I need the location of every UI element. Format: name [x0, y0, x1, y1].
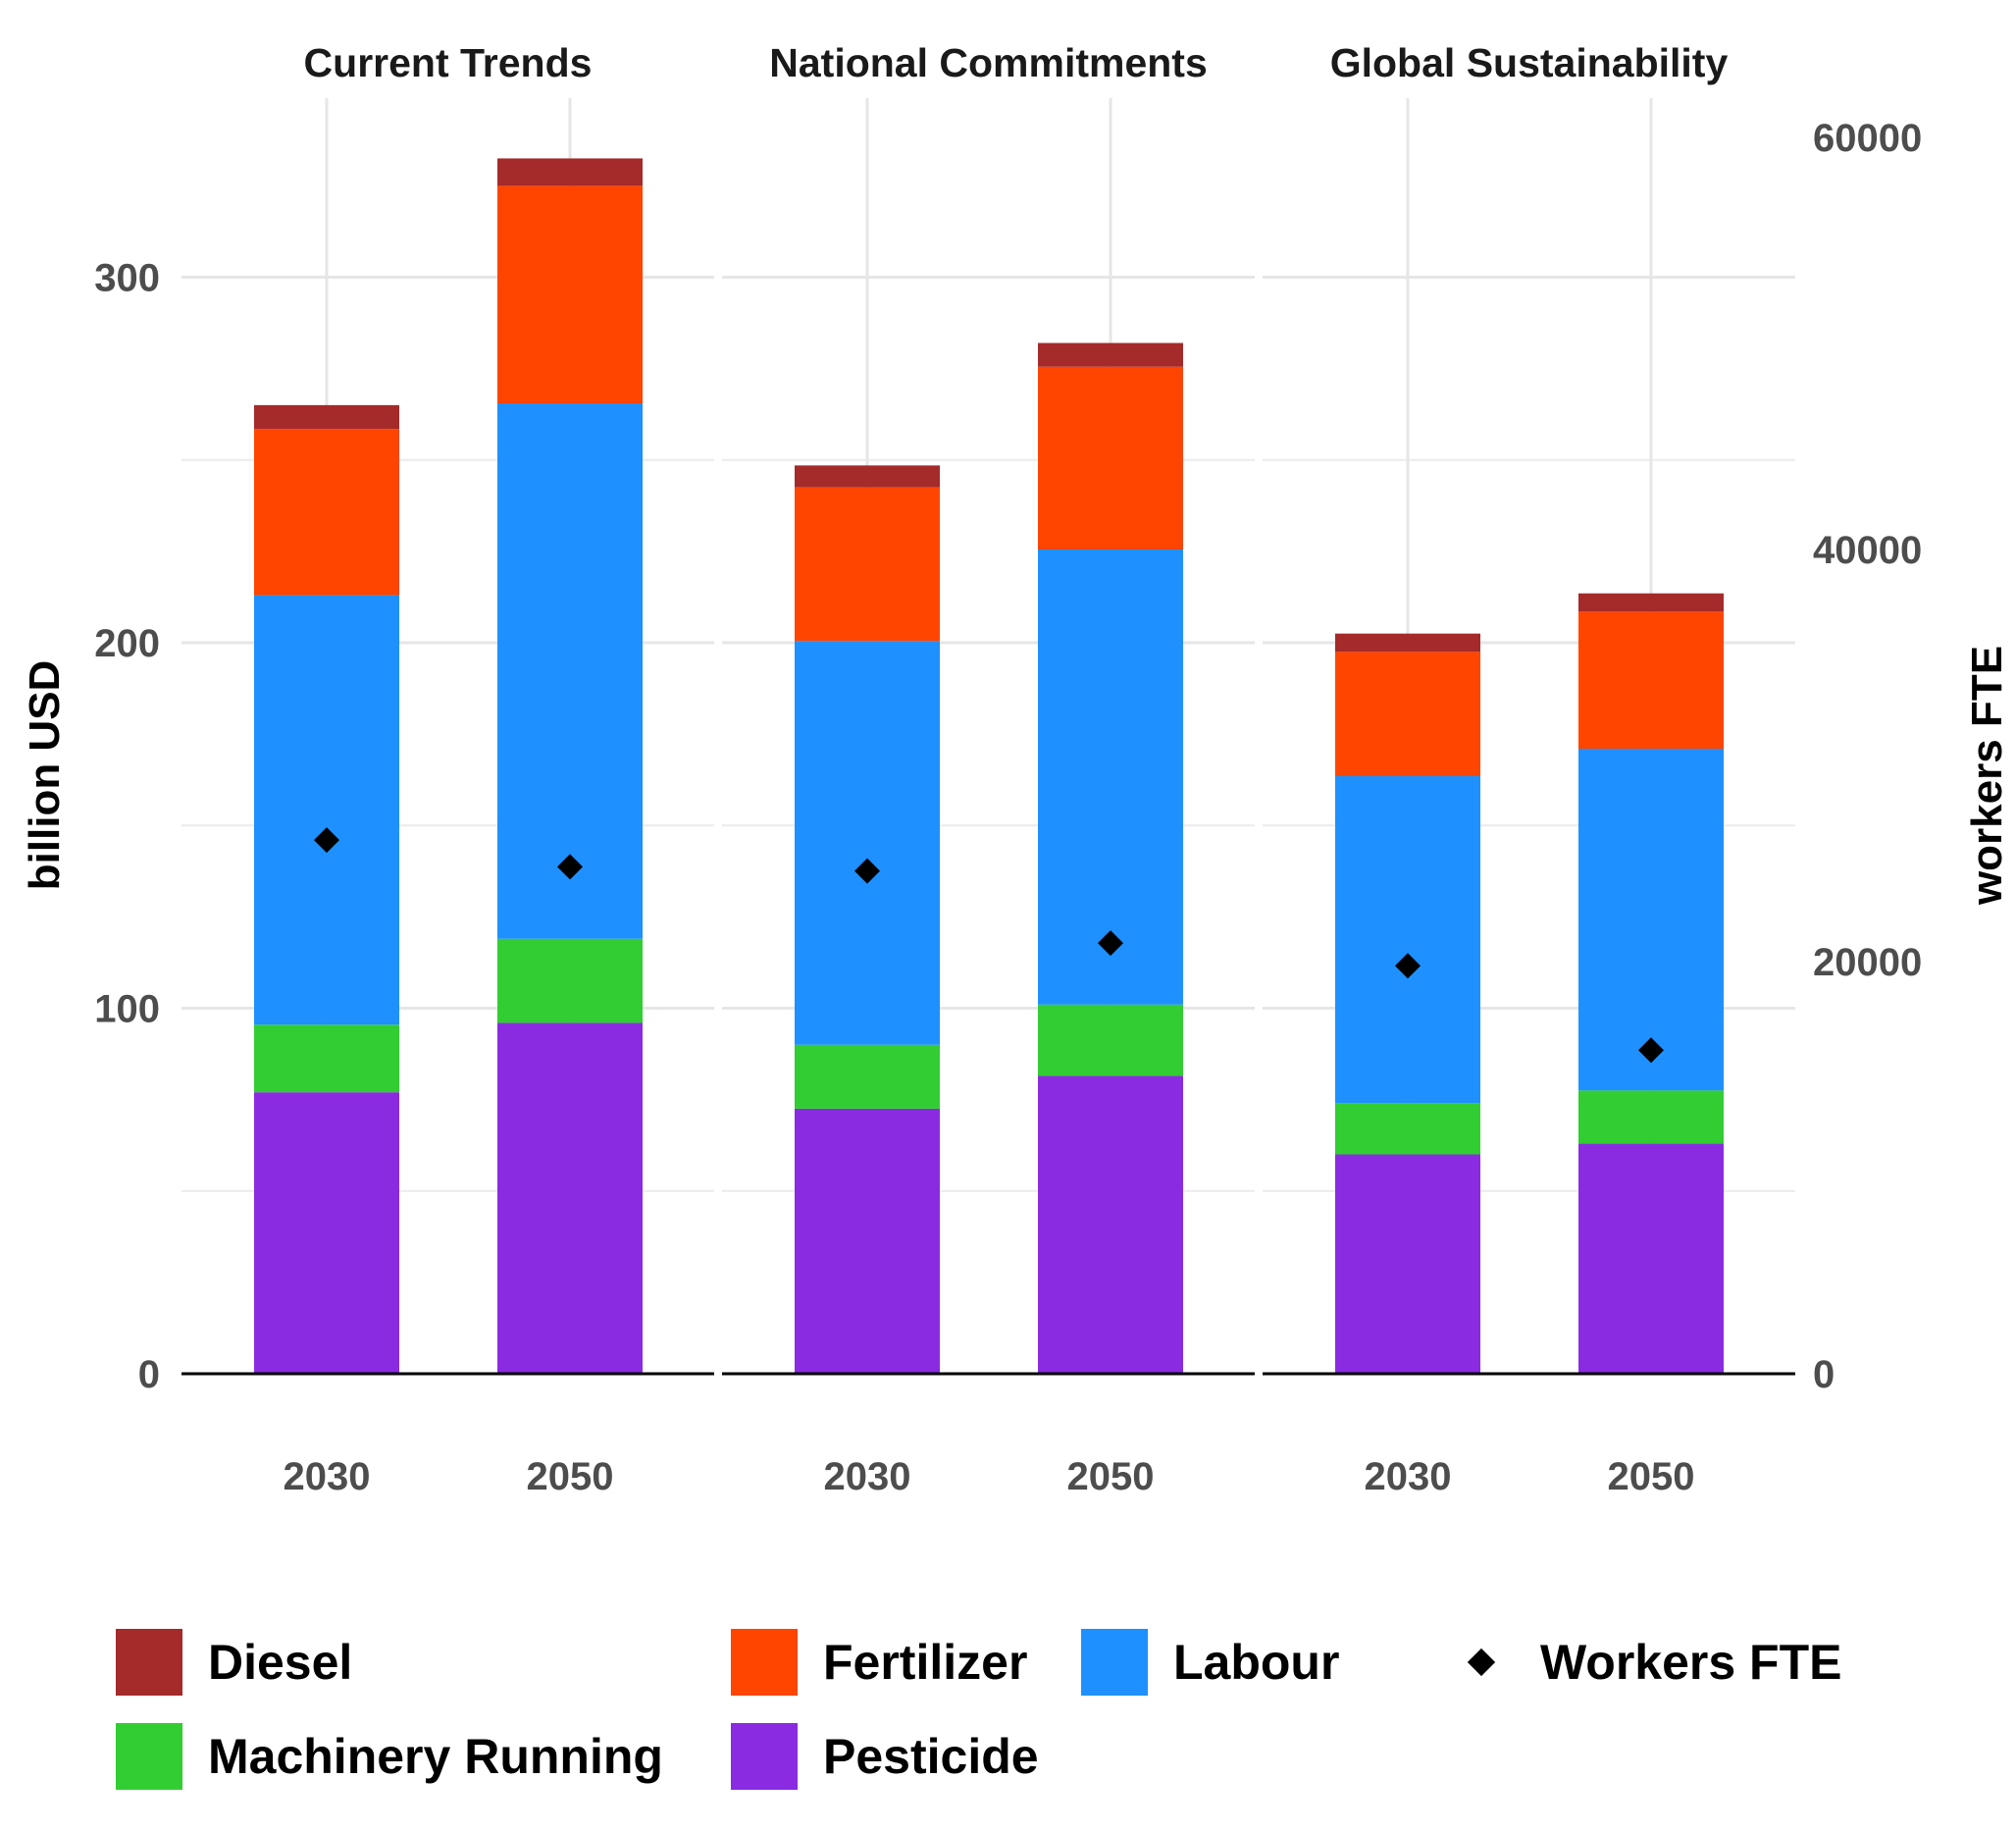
x-tick-label: 2030: [824, 1455, 911, 1498]
workers-point-national-commitments-2030: [854, 858, 880, 884]
bar-machinery-running-current-trends-2030: [254, 1024, 399, 1093]
legend-key-fertilizer: [731, 1629, 798, 1696]
workers-point-global-sustainability-2030: [1395, 953, 1421, 979]
bar-machinery-running-global-sustainability-2030: [1335, 1103, 1480, 1155]
y2-axis-title: workers FTE: [1963, 646, 2011, 906]
facet-title-current-trends: Current Trends: [304, 40, 593, 85]
bar-diesel-current-trends-2030: [254, 404, 399, 430]
legend-label-diesel: Diesel: [208, 1635, 353, 1690]
workers-point-national-commitments-2050: [1098, 930, 1123, 957]
bar-machinery-running-national-commitments-2050: [1038, 1004, 1183, 1076]
bar-fertilizer-current-trends-2050: [497, 185, 643, 404]
x-tick-label: 2030: [1365, 1455, 1452, 1498]
x-tick-label: 2050: [1608, 1455, 1695, 1498]
bar-fertilizer-national-commitments-2050: [1038, 366, 1183, 550]
bar-labour-national-commitments-2050: [1038, 549, 1183, 1005]
legend-item-machinery-running: Machinery Running: [116, 1723, 663, 1790]
legend-label-labour: Labour: [1173, 1635, 1340, 1690]
chart: Current Trends National Commitments Global…: [21, 40, 2011, 1498]
x-tick-label: 2050: [527, 1455, 614, 1498]
legend-item-fertilizer: Fertilizer: [731, 1629, 1027, 1696]
x-tick-label: 2050: [1067, 1455, 1155, 1498]
legend-item-diesel: Diesel: [116, 1629, 352, 1696]
y2-tick-label: 60000: [1813, 117, 1922, 160]
x-tick-label: 2030: [284, 1455, 371, 1498]
legend-label-workers-fte: Workers FTE: [1540, 1635, 1842, 1690]
workers-point-global-sustainability-2050: [1638, 1037, 1664, 1064]
y-axis-title: billion USD: [21, 660, 69, 891]
bar-machinery-running-national-commitments-2030: [795, 1044, 940, 1109]
facet-title-global-sustainability: Global Sustainability: [1330, 40, 1729, 85]
bar-labour-national-commitments-2030: [795, 641, 940, 1045]
y2-tick-label: 40000: [1813, 529, 1922, 572]
bar-labour-current-trends-2030: [254, 595, 399, 1025]
bar-diesel-current-trends-2050: [497, 158, 643, 186]
workers-point-current-trends-2030: [314, 827, 339, 854]
bar-pesticide-global-sustainability-2050: [1578, 1143, 1724, 1374]
bar-diesel-national-commitments-2050: [1038, 342, 1183, 367]
bar-diesel-national-commitments-2030: [795, 465, 940, 488]
legend-key-diesel: [116, 1629, 182, 1696]
bar-machinery-running-current-trends-2050: [497, 938, 643, 1023]
bar-labour-global-sustainability-2050: [1578, 749, 1724, 1091]
bar-machinery-running-global-sustainability-2050: [1578, 1090, 1724, 1144]
bars: [254, 158, 1724, 1374]
y2-tick-label: 0: [1813, 1353, 1835, 1396]
legend: Diesel Fertilizer Labour Workers FTE Mac…: [116, 1629, 1980, 1815]
legend-label-machinery-running: Machinery Running: [208, 1729, 663, 1784]
workers-point-current-trends-2050: [557, 854, 583, 880]
y-tick-label: 0: [138, 1353, 160, 1396]
legend-item-workers-fte: Workers FTE: [1448, 1629, 1842, 1696]
bar-fertilizer-global-sustainability-2030: [1335, 652, 1480, 776]
legend-label-pesticide: Pesticide: [823, 1729, 1039, 1784]
bar-pesticide-national-commitments-2050: [1038, 1075, 1183, 1374]
bar-diesel-global-sustainability-2050: [1578, 593, 1724, 612]
y-tick-label: 100: [94, 988, 160, 1031]
y2-tick-label: 20000: [1813, 941, 1922, 984]
legend-key-workers-fte: [1448, 1629, 1515, 1696]
workers-points: [314, 827, 1664, 1064]
legend-item-pesticide: Pesticide: [731, 1723, 1039, 1790]
bar-pesticide-current-trends-2030: [254, 1092, 399, 1374]
bar-pesticide-global-sustainability-2030: [1335, 1154, 1480, 1374]
legend-key-labour: [1081, 1629, 1148, 1696]
bar-pesticide-national-commitments-2030: [795, 1108, 940, 1374]
bar-labour-current-trends-2050: [497, 403, 643, 939]
legend-key-pesticide: [731, 1723, 798, 1790]
legend-item-labour: Labour: [1081, 1629, 1339, 1696]
bar-fertilizer-global-sustainability-2050: [1578, 611, 1724, 750]
bar-fertilizer-current-trends-2030: [254, 429, 399, 596]
facet-title-national-commitments: National Commitments: [769, 40, 1208, 85]
legend-key-machinery-running: [116, 1723, 182, 1790]
legend-label-fertilizer: Fertilizer: [823, 1635, 1028, 1690]
labels: Current Trends National Commitments Global…: [21, 40, 2011, 1498]
bar-pesticide-current-trends-2050: [497, 1022, 643, 1374]
bar-labour-global-sustainability-2030: [1335, 775, 1480, 1104]
y-tick-label: 300: [94, 257, 160, 300]
bar-fertilizer-national-commitments-2030: [795, 487, 940, 642]
bar-diesel-global-sustainability-2030: [1335, 633, 1480, 653]
y-tick-label: 200: [94, 622, 160, 665]
gridlines: [181, 98, 1795, 1374]
